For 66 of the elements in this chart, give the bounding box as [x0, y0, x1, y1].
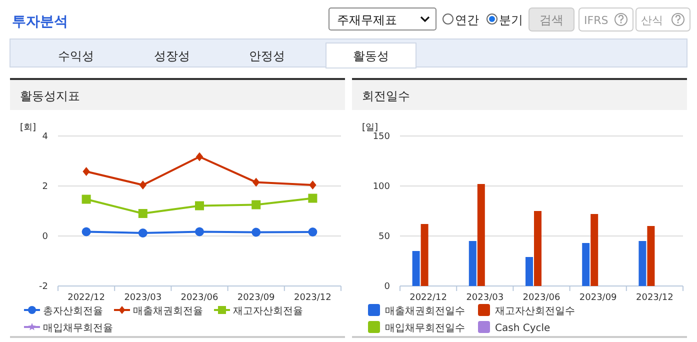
text: 투자분석 [12, 14, 68, 30]
x-tick-label: 2023/03 [466, 293, 504, 303]
bar [534, 211, 542, 286]
bar [590, 214, 598, 286]
point [308, 228, 318, 236]
text: 성장성 [154, 49, 190, 63]
text: 산식 [641, 14, 663, 27]
legend-label: 총자산회전율 [43, 306, 103, 317]
x-tick-label: 2023/09 [579, 293, 618, 303]
text: 연간 [455, 13, 479, 27]
y-tick-label: 100 [372, 182, 390, 192]
y-tick-label: 2 [42, 182, 48, 192]
bar [647, 226, 655, 286]
text: 분기 [499, 13, 523, 27]
legend-label: 재고자산회전율 [233, 306, 303, 317]
legend-label: 매입채무회전율 [43, 323, 113, 334]
x-tick-label: 2023/12 [294, 293, 332, 303]
text: 검색 [540, 13, 564, 27]
point [82, 227, 91, 236]
bar [582, 243, 590, 286]
legend-label: 매출채권회전일수 [385, 306, 465, 317]
point [195, 227, 204, 236]
bar [468, 241, 476, 286]
y-tick-label: 0 [384, 282, 390, 292]
y-axis-title: [일] [362, 123, 378, 133]
y-tick-label: 0 [42, 232, 48, 242]
y-tick-label: 50 [378, 232, 390, 242]
point [82, 194, 91, 204]
y-tick-label: 4 [42, 132, 48, 142]
point [252, 178, 260, 187]
point [252, 200, 261, 210]
y-axis-title: [회] [20, 123, 36, 133]
text: 활동성 [353, 49, 389, 63]
legend-label: Cash Cycle [495, 323, 550, 334]
point [139, 180, 146, 190]
text: 수익성 [58, 49, 94, 63]
point [308, 194, 318, 203]
point [138, 209, 148, 218]
x-tick-label: 2023/06 [522, 293, 560, 303]
bar [526, 257, 533, 286]
legend-label: 재고자산회전일수 [495, 306, 575, 317]
x-tick-label: 2023/09 [237, 293, 276, 303]
point [195, 201, 204, 210]
point [138, 228, 148, 238]
y-tick-label: -2 [39, 282, 48, 292]
bar [477, 184, 485, 286]
text: 안정성 [249, 49, 285, 63]
legend-label: 매출채권회전율 [133, 306, 203, 317]
bar [412, 251, 420, 286]
legend-label: 매입채무회전일수 [385, 323, 465, 334]
x-tick-label: 2022/12 [410, 293, 447, 303]
x-tick-label: 2023/06 [180, 293, 218, 303]
text: IFRS [584, 14, 608, 27]
chart-title: 회전일수 [362, 89, 410, 103]
x-tick-label: 2023/12 [636, 293, 674, 303]
chart-title: 활동성지표 [20, 89, 80, 103]
text: 주재무제표 [337, 13, 397, 27]
point [252, 228, 261, 237]
y-tick-label: 150 [372, 132, 390, 142]
bar [638, 241, 646, 286]
point [82, 167, 90, 176]
bar [420, 224, 428, 286]
x-tick-label: 2022/12 [68, 293, 105, 303]
point [309, 180, 316, 190]
x-tick-label: 2023/03 [124, 293, 162, 303]
point [196, 152, 204, 162]
